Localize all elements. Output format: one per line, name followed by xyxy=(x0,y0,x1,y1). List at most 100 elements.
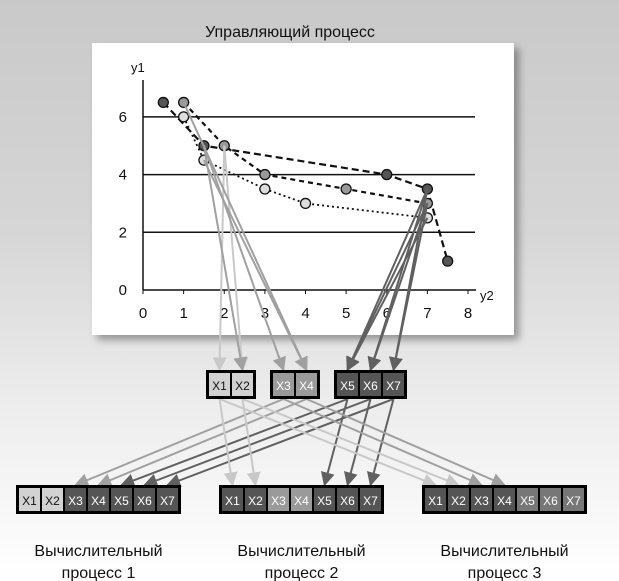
process-cell-label: X2 xyxy=(45,494,60,508)
process-cell xyxy=(563,488,584,511)
process-cell xyxy=(19,488,40,511)
process-cell-label: X4 xyxy=(91,494,106,508)
arrow xyxy=(241,398,261,487)
data-point xyxy=(340,183,352,195)
middle-cell-label: X5 xyxy=(340,379,355,393)
process-cell xyxy=(540,488,561,511)
middle-cell xyxy=(360,373,381,396)
process-cell-label: X7 xyxy=(160,494,175,508)
process-vectors: X1 X2 X3 X4 X5 X6 X7 Вычислительный процесс 1 X1 X… xyxy=(16,485,587,581)
process-cell xyxy=(268,488,289,511)
process-caption: Вычислительный xyxy=(34,543,162,560)
process-cell xyxy=(157,488,178,511)
process-cell-label: X4 xyxy=(294,494,309,508)
middle-cell-label: X6 xyxy=(363,379,378,393)
process-cell-label: X2 xyxy=(248,494,263,508)
x-tick-label: 5 xyxy=(342,305,350,322)
process-caption: процесс 1 xyxy=(62,565,136,581)
process-caption: процесс 3 xyxy=(468,565,542,581)
arrow xyxy=(283,398,483,487)
process-cell xyxy=(291,488,312,511)
process-cell xyxy=(425,488,446,511)
process-cell xyxy=(517,488,538,511)
process-cell xyxy=(245,488,266,511)
data-point xyxy=(157,96,169,109)
middle-cell xyxy=(296,373,317,396)
diagram-title: Управляющий процесс xyxy=(205,24,375,41)
x-tick-label: 6 xyxy=(383,305,391,322)
arrow xyxy=(202,145,286,372)
process-cell xyxy=(360,488,381,511)
x-axis-label: y2 xyxy=(480,288,494,303)
process-cell xyxy=(111,488,132,511)
data-point xyxy=(299,197,312,210)
arrow xyxy=(346,188,429,372)
process-cell xyxy=(448,488,469,511)
chart-area: 0 1 2 3 4 5 6 7 8 0 2 4 6 y1 y2 xyxy=(119,60,494,322)
process-cell-label: X4 xyxy=(497,494,512,508)
data-point xyxy=(259,168,271,181)
process-cell-label: X5 xyxy=(520,494,535,508)
y-tick-label: 0 xyxy=(119,282,127,299)
arrow xyxy=(320,398,349,487)
arrow xyxy=(166,398,394,488)
process-cell-label: X3 xyxy=(68,494,83,508)
process-cell xyxy=(65,488,86,511)
arrow xyxy=(219,398,437,487)
middle-cell-label: X4 xyxy=(299,379,314,393)
data-point xyxy=(259,183,271,195)
process-cell-label: X6 xyxy=(137,494,152,508)
arrow xyxy=(343,398,372,487)
process-cell-label: X7 xyxy=(566,494,581,508)
process-cell xyxy=(222,488,243,511)
x-tick-label: 0 xyxy=(139,305,147,322)
process-cell-label: X5 xyxy=(114,494,129,508)
data-point xyxy=(381,168,393,181)
middle-cell-label: X2 xyxy=(235,379,250,393)
y-tick-label: 4 xyxy=(119,167,127,184)
middle-cell xyxy=(337,373,358,396)
process-cell xyxy=(42,488,63,511)
process-cell-label: X1 xyxy=(225,494,240,508)
x-tick-label: 1 xyxy=(179,305,187,322)
arrow xyxy=(143,398,371,488)
arrow xyxy=(346,217,429,372)
process-cell-label: X6 xyxy=(340,494,355,508)
middle-cell xyxy=(383,373,404,396)
arrow xyxy=(120,398,348,488)
x-tick-label: 8 xyxy=(464,305,472,322)
process-cell-label: X1 xyxy=(428,494,443,508)
process-cell-label: X5 xyxy=(317,494,332,508)
middle-cell xyxy=(232,373,253,396)
process-cell xyxy=(314,488,335,511)
arrows-layer xyxy=(74,102,506,488)
arrow xyxy=(218,398,238,487)
y-axis-label: y1 xyxy=(131,60,145,75)
process-cell xyxy=(88,488,109,511)
process-cell-label: X6 xyxy=(543,494,558,508)
process-caption: Вычислительный xyxy=(440,543,568,560)
process-cell-label: X3 xyxy=(474,494,489,508)
arrow xyxy=(74,398,284,487)
arrow xyxy=(242,398,460,487)
process-cell-label: X1 xyxy=(22,494,37,508)
arrow xyxy=(223,145,249,372)
arrow xyxy=(389,203,429,372)
middle-cell-label: X3 xyxy=(276,379,291,393)
x-tick-label: 3 xyxy=(261,305,269,322)
process-cell xyxy=(134,488,155,511)
middle-cell-label: X7 xyxy=(386,379,401,393)
arrow xyxy=(212,145,227,372)
process-cell xyxy=(471,488,492,511)
arrow xyxy=(306,398,506,487)
x-tick-label: 2 xyxy=(220,305,228,322)
middle-vector: X1 X2 X3 X4 X5 X6 X7 xyxy=(206,370,407,399)
process-cell xyxy=(337,488,358,511)
y-tick-label: 2 xyxy=(119,224,127,241)
process-caption: Вычислительный xyxy=(237,543,365,560)
arrow xyxy=(97,398,307,487)
x-tick-label: 4 xyxy=(301,305,309,322)
process-cell xyxy=(494,488,515,511)
middle-cell xyxy=(209,373,230,396)
